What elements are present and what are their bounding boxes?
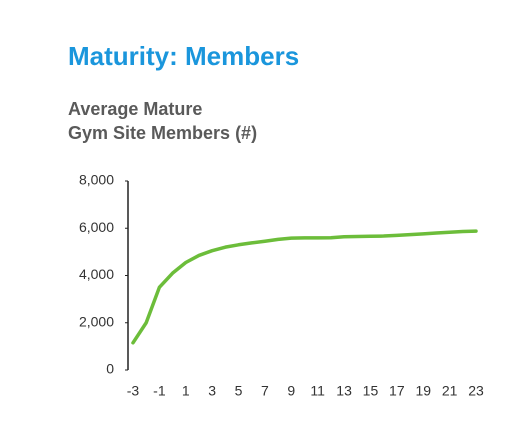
chart-title: Maturity: Members [68, 41, 299, 71]
x-tick-label: 15 [363, 383, 379, 399]
x-tick-label: 1 [182, 383, 190, 399]
line-series [131, 229, 478, 345]
x-tick-label: 3 [208, 383, 216, 399]
y-tick-label: 8,000 [79, 172, 114, 188]
y-tick-label: 4,000 [79, 266, 114, 282]
x-tick-label: 13 [336, 383, 352, 399]
x-tick-label: 9 [287, 383, 295, 399]
x-tick-label: -1 [153, 383, 166, 399]
x-tick-label: 17 [389, 383, 405, 399]
y-tick-label: 2,000 [79, 313, 114, 329]
chart-subtitle: Average Mature [68, 99, 202, 119]
x-tick-label: 7 [261, 383, 269, 399]
y-tick-label: 6,000 [79, 219, 114, 235]
x-tick-label: 19 [415, 383, 431, 399]
x-tick-label: 11 [310, 383, 325, 399]
chart-subtitle: Gym Site Members (#) [68, 123, 257, 143]
x-tick-label: 21 [442, 383, 458, 399]
x-tick-label: -3 [127, 383, 140, 399]
x-tick-label: 5 [235, 383, 243, 399]
x-tick-label: 23 [468, 383, 484, 399]
y-tick-label: 0 [106, 361, 114, 377]
